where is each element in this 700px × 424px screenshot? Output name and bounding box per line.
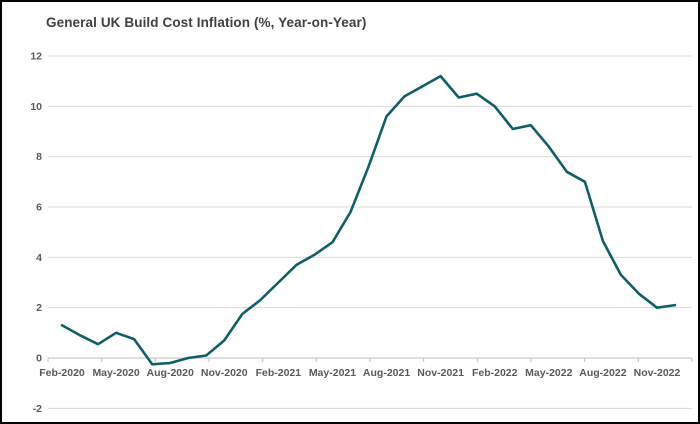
chart-title: General UK Build Cost Inflation (%, Year… [46,15,367,30]
x-axis-label: Feb-2021 [256,367,302,379]
x-axis-label: Feb-2020 [39,367,85,379]
x-axis-ticks [47,358,693,362]
x-axis-label: May-2022 [525,367,572,379]
y-axis-label: 0 [36,353,42,365]
x-axis-labels: Feb-2020 May-2020 Aug-2020 Nov-2020 Feb-2021… [39,367,680,379]
data-line-series [60,74,677,366]
x-axis-label: Nov-2020 [201,367,248,379]
y-axis-labels: -2 0 2 4 6 8 10 12 [30,50,42,414]
x-axis-label: Feb-2022 [472,367,518,379]
y-axis-label: 8 [36,151,42,163]
y-axis-label: 4 [36,252,42,264]
x-axis-label: Nov-2021 [417,367,464,379]
y-axis-label: 12 [30,50,42,62]
x-axis-label: Aug-2022 [579,367,626,379]
x-axis-label: May-2020 [92,367,139,379]
x-axis-label: May-2021 [309,367,356,379]
y-axis-label: 6 [36,201,42,213]
y-axis-label: -2 [33,403,42,415]
x-axis-label: Nov-2022 [634,367,681,379]
x-axis-label: Aug-2021 [363,367,410,379]
x-axis-label: Aug-2020 [147,367,194,379]
y-axis-label: 2 [36,302,42,314]
y-axis-label: 10 [30,101,42,113]
